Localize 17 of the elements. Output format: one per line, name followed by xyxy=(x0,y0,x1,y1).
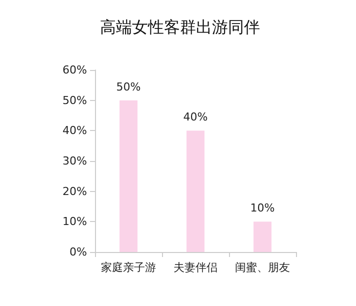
y-tick-label: 10% xyxy=(62,215,87,228)
data-label: 50% xyxy=(116,80,141,94)
y-tick-label: 20% xyxy=(62,184,87,198)
x-tick-label: 家庭亲子游 xyxy=(101,261,156,274)
bar xyxy=(186,130,204,252)
bar xyxy=(254,222,272,252)
x-tick-label: 闺蜜、朋友 xyxy=(235,261,290,274)
data-label: 40% xyxy=(183,110,208,124)
data-label: 10% xyxy=(250,202,275,215)
y-tick-label: 30% xyxy=(62,154,87,168)
x-tick-label: 夫妻伴侣 xyxy=(174,261,218,274)
bar xyxy=(120,100,138,252)
chart-title: 高端女性客群出游同伴 xyxy=(100,18,260,36)
y-tick-label: 50% xyxy=(62,94,87,107)
y-tick-label: 60% xyxy=(62,64,87,76)
y-tick-label: 40% xyxy=(62,124,87,138)
y-tick-label: 0% xyxy=(70,246,87,258)
